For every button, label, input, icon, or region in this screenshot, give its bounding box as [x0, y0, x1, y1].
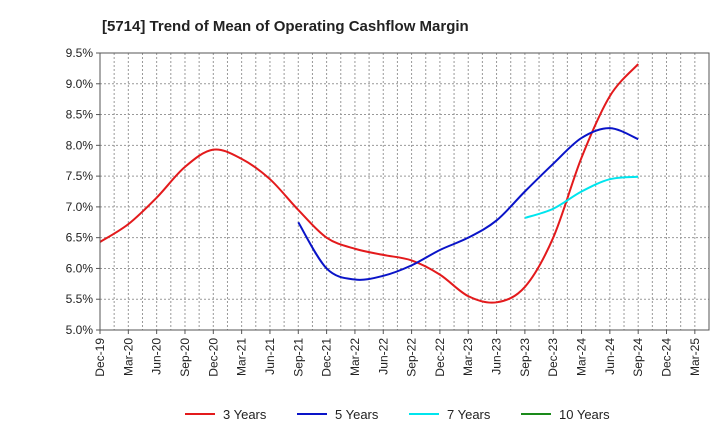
y-tick-label: 6.0%: [66, 261, 94, 275]
plot-frame: [99, 52, 710, 331]
x-tick-label: Jun-22: [376, 338, 390, 375]
legend: 3 Years 5 Years 7 Years 10 Years: [185, 407, 610, 422]
series-line-5-years: [297, 127, 639, 281]
x-tick-label: Mar-21: [235, 338, 249, 376]
x-tick-label: Dec-21: [320, 338, 334, 377]
x-tick-label: Jun-24: [603, 338, 617, 375]
series-line-7-years: [524, 175, 639, 219]
x-tick-label: Mar-22: [348, 338, 362, 376]
series-lines: [99, 63, 639, 304]
series-line-3-years: [99, 63, 639, 304]
x-tick-label: Jun-21: [263, 338, 277, 375]
x-tick-label: Dec-23: [546, 338, 560, 377]
x-tick-label: Sep-24: [631, 338, 645, 377]
legend-label: 10 Years: [559, 407, 610, 422]
y-tick-label: 5.5%: [66, 292, 94, 306]
x-tick-label: Sep-21: [291, 338, 305, 377]
x-tick-label: Dec-24: [660, 338, 674, 377]
x-tick-label: Mar-20: [121, 338, 135, 376]
chart-title: [5714] Trend of Mean of Operating Cashfl…: [102, 18, 469, 35]
y-tick-label: 8.0%: [66, 138, 94, 152]
x-tick-label: Mar-24: [575, 338, 589, 376]
y-tick-label: 8.5%: [66, 108, 94, 122]
legend-label: 5 Years: [335, 407, 379, 422]
y-tick-label: 9.5%: [66, 46, 94, 60]
x-tick-label: Dec-22: [433, 338, 447, 377]
x-tick-label: Mar-23: [461, 338, 475, 376]
x-tick-label: Jun-20: [150, 338, 164, 375]
y-tick-label: 9.0%: [66, 77, 94, 91]
plot-area: [100, 53, 709, 330]
legend-label: 3 Years: [223, 407, 267, 422]
legend-label: 7 Years: [447, 407, 491, 422]
x-tick-label: Mar-25: [688, 338, 702, 376]
y-tick-label: 7.0%: [66, 200, 94, 214]
x-tick-label: Jun-23: [490, 338, 504, 375]
x-tick-label: Dec-19: [93, 338, 107, 377]
x-tick-label: Sep-20: [178, 338, 192, 377]
x-tick-label: Sep-23: [518, 338, 532, 377]
x-axis-ticks: Dec-19 Mar-20 Jun-20 Sep-20 Dec-20 Mar-21 Jun-…: [93, 330, 702, 377]
y-tick-label: 6.5%: [66, 231, 94, 245]
x-tick-label: Sep-22: [405, 338, 419, 377]
x-tick-label: Dec-20: [206, 338, 220, 377]
y-tick-label: 5.0%: [66, 323, 94, 337]
y-axis-ticks: 5.0% 5.5% 6.0% 6.5% 7.0% 7.5% 8.0% 8.5% 9.0% 9.5%: [66, 46, 100, 337]
y-tick-label: 7.5%: [66, 169, 94, 183]
